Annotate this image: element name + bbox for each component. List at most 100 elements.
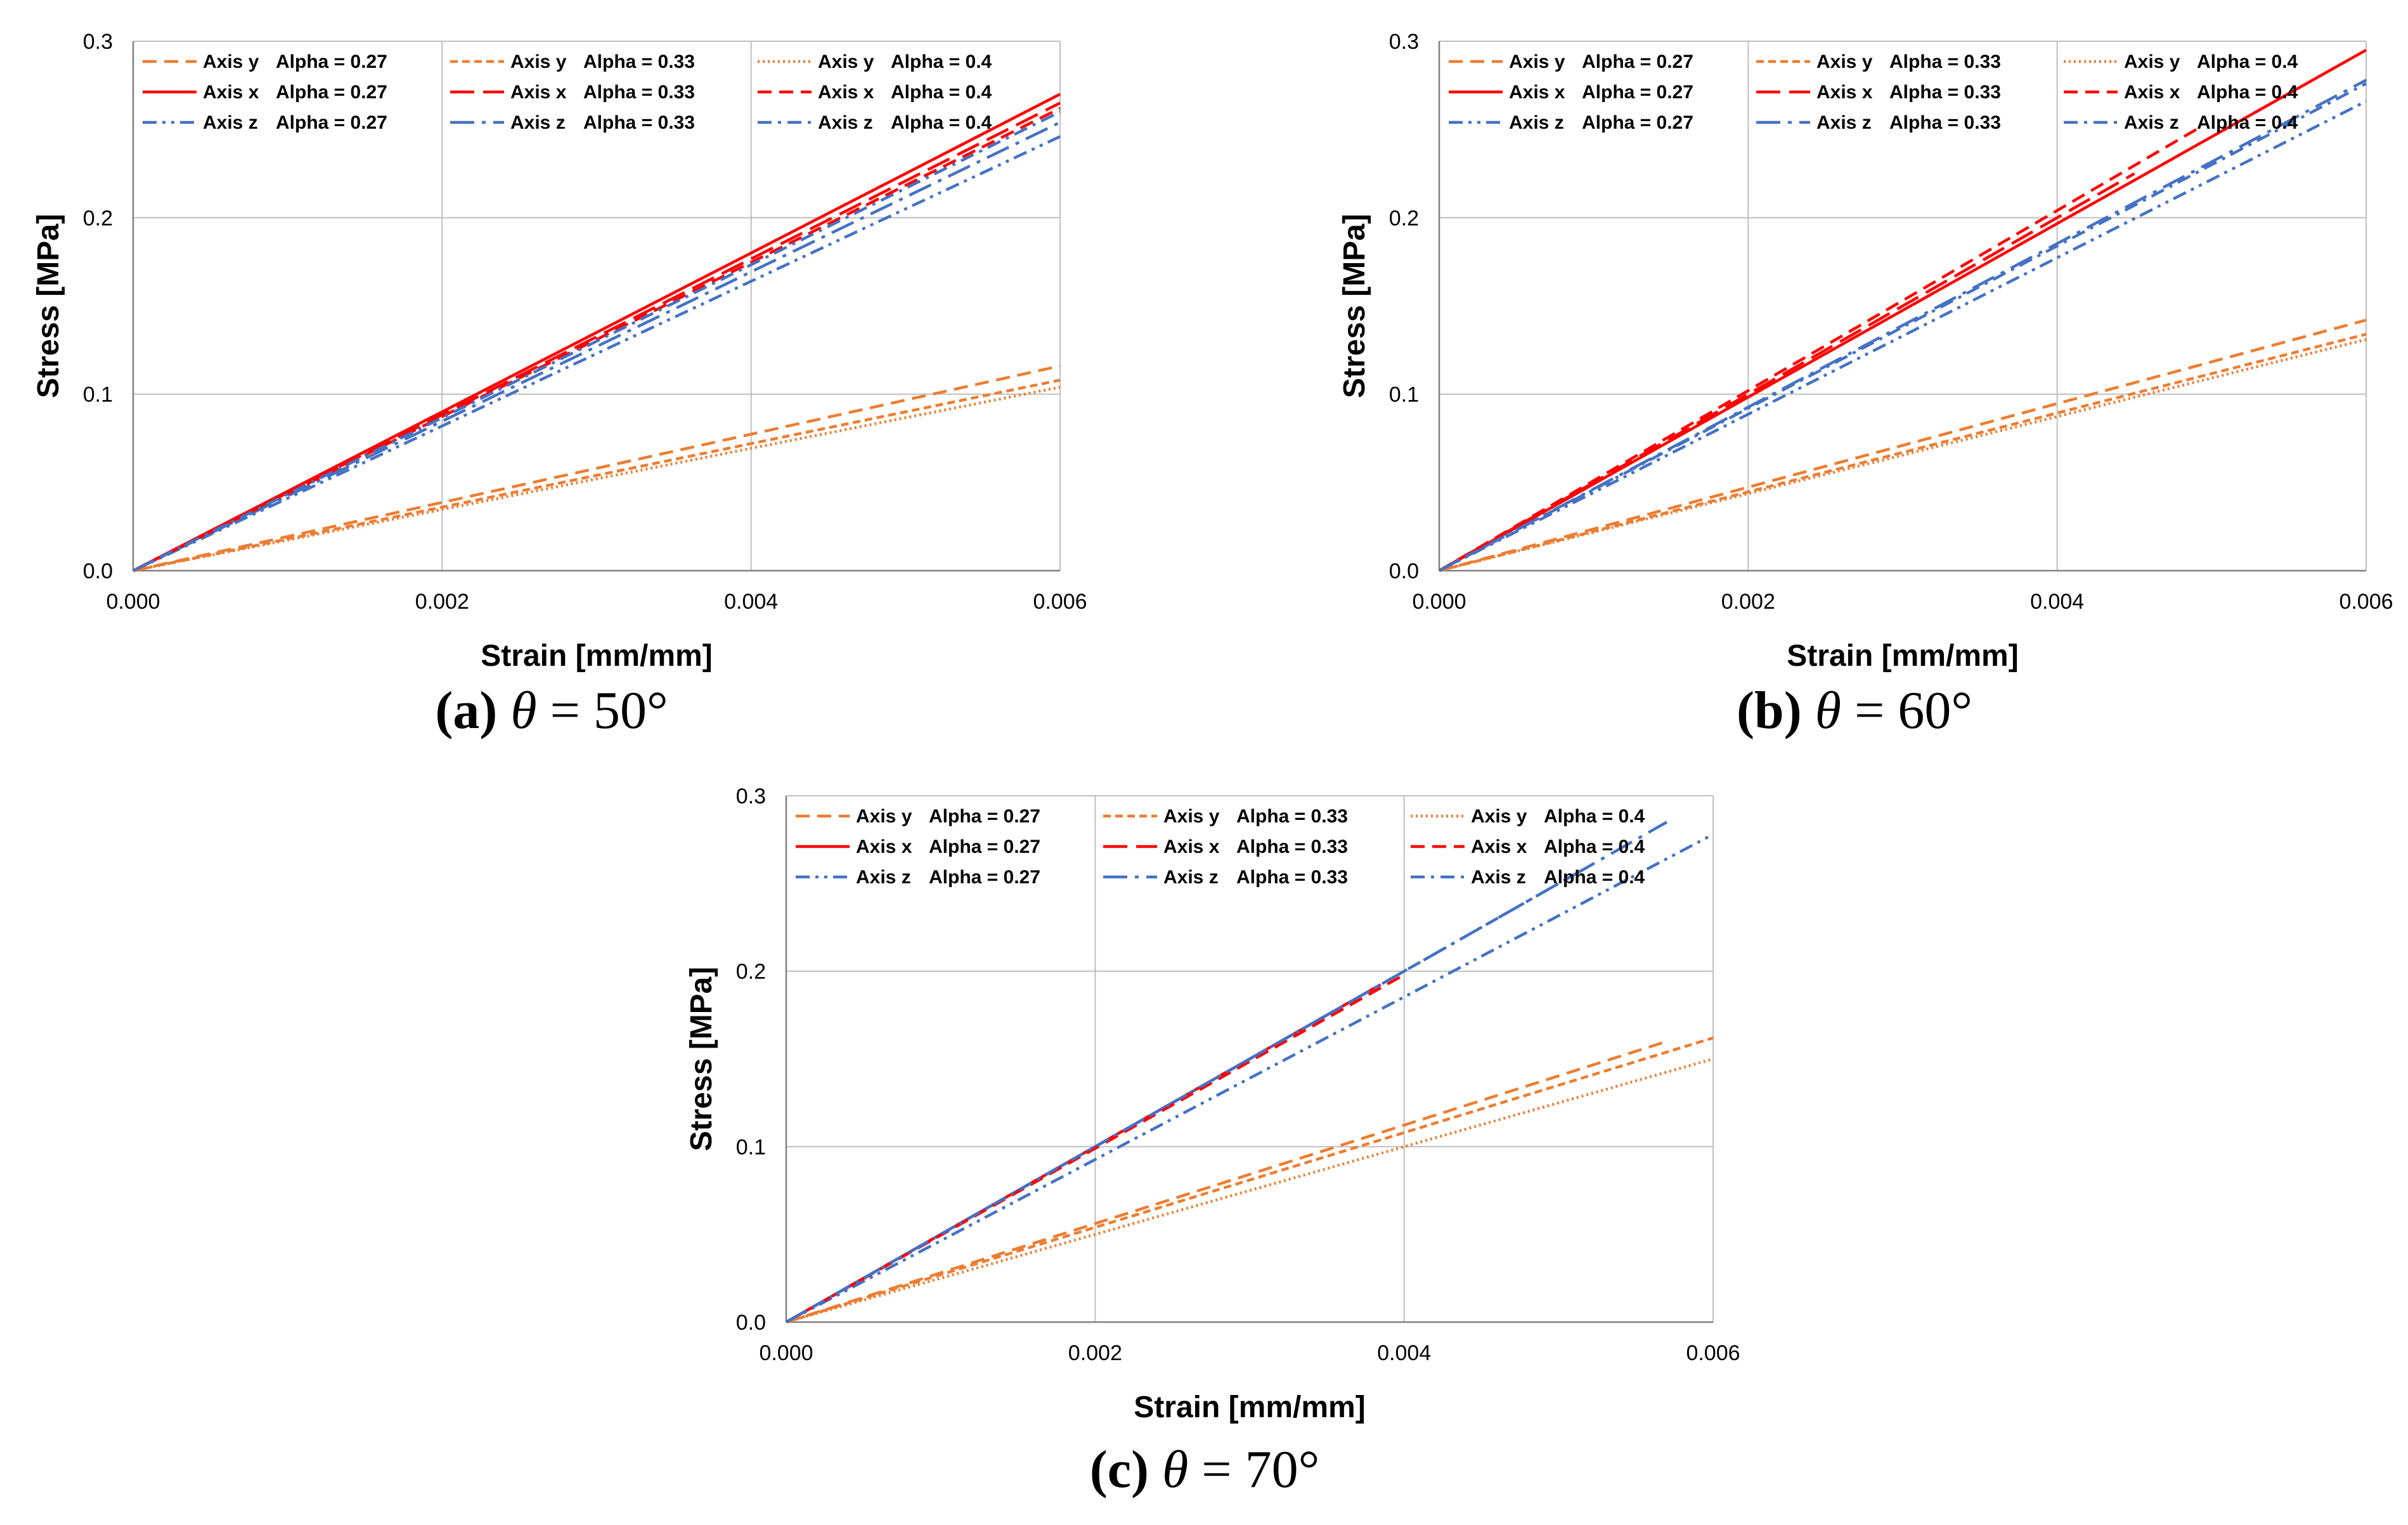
series-line-axis-z-5 — [1438, 79, 2367, 572]
series-line-axis-z-8 — [1438, 82, 2367, 572]
panel-caption: (c) θ = 70° — [1090, 1440, 1319, 1499]
legend-item: Axis y Alpha = 0.27 — [1449, 51, 1693, 72]
series-line-axis-z-2 — [133, 135, 1061, 573]
legend-item: Axis y Alpha = 0.33 — [1103, 806, 1348, 827]
legend-item: Axis z Alpha = 0.4 — [758, 112, 992, 133]
legend-axis-label: Axis x — [2124, 82, 2180, 103]
caption-value: 60° — [1898, 681, 1972, 740]
legend-alpha-label: Alpha = 0.27 — [276, 51, 387, 72]
caption-label: (a) — [435, 681, 497, 740]
legend-axis-label: Axis y — [818, 51, 874, 72]
legend-alpha-label: Alpha = 0.33 — [1889, 82, 2001, 103]
legend-alpha-label: Alpha = 0.4 — [2197, 82, 2298, 103]
legend-alpha-label: Alpha = 0.4 — [891, 82, 992, 103]
caption-space — [1149, 1440, 1162, 1499]
caption-symbol: θ — [1815, 681, 1841, 740]
caption-space — [1802, 681, 1815, 740]
caption-equals: = — [1855, 681, 1884, 740]
legend: Axis y Alpha = 0.27 Axis x Alpha = 0.27 Axis… — [796, 806, 1645, 888]
x-tick-label: 0.006 — [1033, 590, 1087, 614]
legend-alpha-label: Alpha = 0.27 — [929, 836, 1040, 857]
legend-alpha-label: Alpha = 0.27 — [1582, 51, 1693, 72]
caption-label: (c) — [1090, 1440, 1149, 1499]
y-tick-label: 0.2 — [83, 206, 113, 230]
y-tick-label: 0.3 — [736, 784, 766, 808]
x-axis-label: Strain [mm/mm] — [1134, 1391, 1365, 1424]
legend-alpha-label: Alpha = 0.4 — [2197, 51, 2298, 72]
legend-item: Axis z Alpha = 0.27 — [796, 867, 1040, 888]
legend-item: Axis y Alpha = 0.4 — [1411, 806, 1645, 827]
legend-axis-label: Axis y — [1471, 806, 1527, 827]
legend-axis-label: Axis z — [2124, 112, 2179, 133]
series-line-axis-y-3 — [786, 1036, 1714, 1324]
legend-axis-label: Axis z — [510, 112, 566, 133]
y-tick-label: 0.0 — [736, 1311, 766, 1335]
legend-alpha-label: Alpha = 0.4 — [891, 112, 992, 133]
x-tick-label: 0.004 — [724, 590, 778, 614]
legend-item: Axis y Alpha = 0.27 — [796, 806, 1040, 827]
y-tick-label: 0.2 — [1389, 206, 1419, 230]
x-tick-label: 0.000 — [1412, 590, 1466, 614]
series-line-axis-y-0 — [786, 1040, 1667, 1324]
legend-alpha-label: Alpha = 0.4 — [1544, 836, 1645, 857]
caption-label: (b) — [1737, 681, 1802, 740]
legend-axis-label: Axis y — [1816, 51, 1873, 72]
y-axis-label: Stress [MPa] — [1338, 214, 1371, 398]
caption-symbol: θ — [510, 681, 536, 740]
legend-item: Axis x Alpha = 0.27 — [143, 82, 387, 103]
legend-axis-label: Axis z — [818, 112, 873, 133]
legend-alpha-label: Alpha = 0.4 — [891, 51, 992, 72]
y-tick-label: 0.1 — [83, 383, 113, 407]
series-line-axis-z-8 — [785, 873, 1575, 1323]
legend-item: Axis x Alpha = 0.33 — [1103, 836, 1348, 857]
series-line-axis-z-2 — [1438, 100, 2367, 573]
legend-alpha-label: Alpha = 0.33 — [1236, 836, 1348, 857]
legend-item: Axis x Alpha = 0.27 — [1449, 82, 1693, 103]
y-tick-label: 0.0 — [1389, 559, 1419, 583]
y-tick-label: 0.1 — [736, 1135, 766, 1159]
legend: Axis y Alpha = 0.27 Axis x Alpha = 0.27 Axis… — [143, 51, 992, 133]
caption-equals: = — [550, 681, 580, 740]
legend-axis-label: Axis y — [856, 806, 912, 827]
caption-equals: = — [1201, 1440, 1231, 1499]
y-tick-label: 0.0 — [83, 559, 113, 583]
chart-c: 0.000 0.002 0.004 0.006 0.0 0.1 0.2 0.3 Strain [… — [685, 784, 1740, 1499]
x-tick-label: 0.004 — [1377, 1341, 1431, 1365]
legend-item: Axis x Alpha = 0.4 — [1411, 836, 1645, 857]
series-line-axis-x-7 — [785, 973, 1405, 1323]
y-tick-label: 0.3 — [1389, 30, 1419, 54]
legend-alpha-label: Alpha = 0.33 — [1889, 51, 2001, 72]
legend-item: Axis z Alpha = 0.27 — [143, 112, 387, 133]
legend-axis-label: Axis x — [1163, 836, 1220, 857]
series-line-axis-x-1 — [132, 93, 1061, 573]
legend-axis-label: Axis z — [1471, 867, 1526, 888]
y-tick-label: 0.2 — [736, 960, 766, 984]
caption-space — [537, 681, 550, 740]
legend-alpha-label: Alpha = 0.27 — [1582, 112, 1693, 133]
legend-axis-label: Axis z — [856, 867, 911, 888]
legend-item: Axis y Alpha = 0.4 — [2064, 51, 2298, 72]
series-line-axis-y-3 — [1439, 332, 2367, 573]
panel-caption: (a) θ = 50° — [435, 681, 668, 740]
series-line-axis-x-7 — [132, 107, 1061, 573]
y-axis-label: Stress [MPa] — [685, 967, 718, 1152]
caption-space — [1884, 681, 1898, 740]
legend-axis-label: Axis x — [818, 82, 874, 103]
legend-alpha-label: Alpha = 0.27 — [1582, 82, 1693, 103]
legend-axis-label: Axis y — [1509, 51, 1565, 72]
legend-item: Axis z Alpha = 0.33 — [450, 112, 695, 133]
series-line-axis-z-8 — [133, 110, 1061, 573]
legend-axis-label: Axis z — [203, 112, 258, 133]
legend-axis-label: Axis y — [203, 51, 259, 72]
panel-caption: (b) θ = 60° — [1737, 681, 1972, 740]
chart-b: 0.000 0.002 0.004 0.006 0.0 0.1 0.2 0.3 Strain [… — [1338, 30, 2393, 740]
series-line-axis-z-5 — [785, 821, 1668, 1323]
caption-space — [497, 681, 510, 740]
legend-item: Axis z Alpha = 0.33 — [1103, 867, 1348, 888]
legend-axis-label: Axis x — [1816, 82, 1873, 103]
legend-axis-label: Axis z — [1816, 112, 1872, 133]
x-tick-label: 0.000 — [759, 1341, 813, 1365]
series-line-axis-z-2 — [785, 833, 1714, 1323]
legend-alpha-label: Alpha = 0.4 — [2197, 112, 2298, 133]
